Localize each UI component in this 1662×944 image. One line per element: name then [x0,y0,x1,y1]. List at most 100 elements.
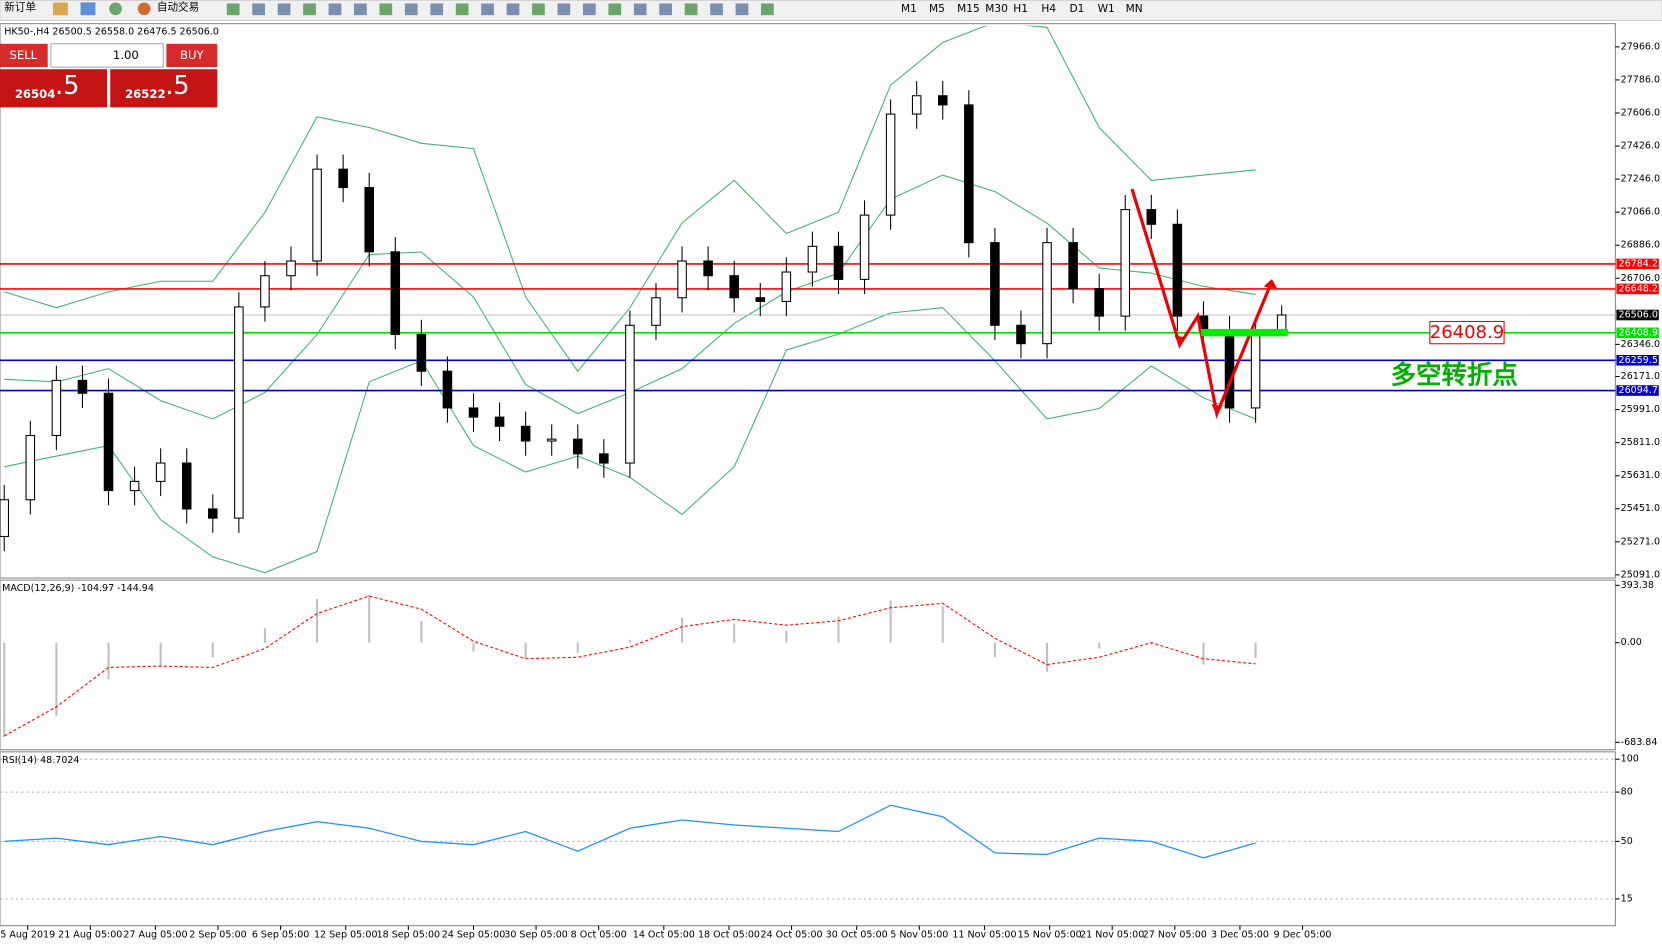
tool-icon[interactable] [710,3,723,16]
macd-signal [3,595,1256,737]
x-tick-label: 8 Oct 05:00 [571,930,627,941]
price-tag [1616,385,1659,396]
plot: 27966.0 27786.0 27606.0 27426.0 27246.0 27066… [0,25,1660,941]
lot-value[interactable]: 1.00 [113,48,139,62]
rsi-title: RSI(14) 48.7024 [2,755,79,766]
y-tick-label: 0.00 [1621,637,1642,648]
candle-body [312,168,322,262]
sell-label[interactable]: SELL [9,48,37,62]
tool-icon[interactable] [735,3,749,16]
toolbar-icons [226,3,774,16]
rsi-line [4,804,1256,859]
timeframe[interactable]: M5 [929,3,945,15]
candle-body [573,438,583,455]
timeframes: M1 M5 M15 M30 H1 H4 D1 W1 MN [901,3,1143,15]
candle-body [260,275,270,308]
icon[interactable] [109,2,122,16]
price-tag-label: 26094.7 [1619,385,1658,396]
tool-icon[interactable] [303,3,316,16]
ask-pips[interactable]: .5 [165,70,189,100]
tool-icon[interactable] [532,3,545,16]
x-tick-label: 2 Sep 05:00 [189,930,246,941]
candle-body [625,324,635,464]
candle-body [181,462,192,510]
tool-icon[interactable] [582,3,596,16]
price-tag [1616,327,1659,339]
candle-body [390,251,401,336]
ask-main[interactable]: 26522 [125,87,165,101]
buy-label[interactable]: BUY [180,48,205,62]
candle-body [990,242,1000,326]
price-tag [1616,354,1659,366]
price-tag-label: 26408.9 [1619,327,1658,338]
timeframe[interactable]: M15 [957,3,980,15]
tool-icon[interactable] [430,3,444,16]
level-label: 26408.9 [1430,322,1504,343]
icon[interactable] [52,2,68,16]
y-tick-label: 25631.0 [1621,470,1660,481]
tool-icon[interactable] [633,3,647,16]
x-tick-label: 6 Sep 05:00 [252,930,309,941]
toolbar: 新订单 自动交易 M1 M5 M15 M30 H1 H4 D1 W1 MN [0,0,1662,21]
candle-body [781,271,792,302]
y-tick-label: 26171.0 [1621,371,1660,382]
tool-icon[interactable] [506,3,520,16]
tool-icon[interactable] [659,3,673,16]
x-tick-label: 5 Aug 2019 [0,930,55,941]
timeframe[interactable]: W1 [1098,3,1115,15]
chart-title: HK50-,H4 26500.5 26558.0 26476.5 26506.0 [4,27,219,38]
candle-body [1120,209,1131,317]
candle-body [964,104,974,244]
x-tick-label: 21 Aug 05:00 [58,930,122,941]
bid-main[interactable]: 26504 [15,87,56,101]
timeframe[interactable]: MN [1126,3,1143,15]
timeframe[interactable]: D1 [1069,3,1084,15]
new-order[interactable]: 新订单 [4,1,36,14]
bid-pips[interactable]: .5 [55,70,79,100]
tool-icon[interactable] [608,3,622,16]
tool-icon[interactable] [252,3,265,16]
tool-icon[interactable] [481,3,494,16]
tool-icon[interactable] [328,3,342,16]
candle-body [1172,223,1183,317]
candle-body [1250,333,1261,409]
tool-icon[interactable] [379,3,393,16]
tool-icon[interactable] [557,3,571,16]
icon[interactable] [80,2,96,16]
candle-body [103,392,114,492]
tool-icon[interactable] [761,3,774,16]
x-tick-label: 3 Dec 05:00 [1211,930,1269,941]
zigzag-arrow [1130,188,1274,420]
tool-icon[interactable] [455,3,469,16]
timeframe[interactable]: H1 [1013,3,1028,15]
ask-box[interactable] [110,69,218,108]
icon[interactable] [137,2,151,16]
candle-body [599,453,609,464]
tool-icon[interactable] [684,3,698,16]
lot-input[interactable] [50,43,164,68]
tool-icon[interactable] [354,3,367,16]
x-tick-label: 5 Nov 05:00 [890,930,948,941]
price-tag-label: 26259.5 [1619,355,1658,366]
auto-trading[interactable]: 自动交易 [157,1,199,14]
tool-icon[interactable] [277,3,291,16]
candle-body [1042,242,1052,345]
y-tick-label: 26346.0 [1621,339,1660,350]
x-tick-label: 14 Oct 05:00 [633,930,695,941]
timeframe[interactable]: M30 [985,3,1008,15]
candle-body [77,379,88,394]
candle-body [0,499,10,538]
buy-button[interactable] [166,43,218,68]
rsi-frame [0,751,1616,927]
sell-button[interactable] [0,43,48,68]
y-tick-label: 27966.0 [1621,41,1660,52]
tool-icon[interactable] [226,3,240,16]
price-tag-label: 26506.0 [1619,310,1658,321]
tool-icon[interactable] [404,3,418,16]
bid-box[interactable] [0,69,108,108]
timeframe[interactable]: M1 [901,3,917,15]
timeframe[interactable]: H4 [1041,3,1056,15]
price-tag [1616,309,1659,321]
